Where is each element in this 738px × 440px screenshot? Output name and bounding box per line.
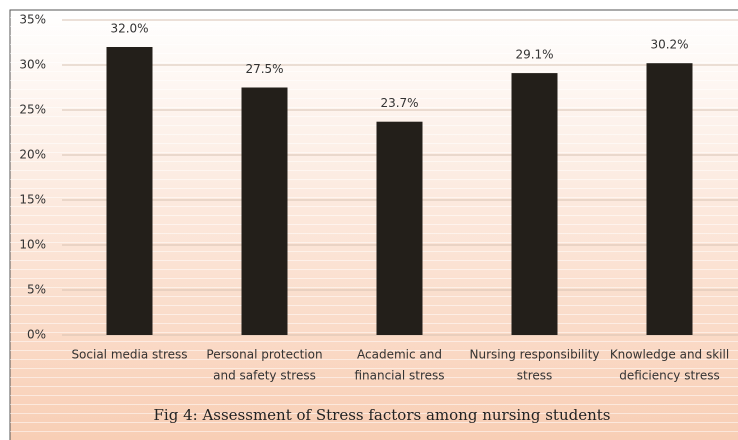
data-label: 30.2% [650,38,688,52]
x-tick-label: stress [517,369,553,383]
bar [241,87,288,335]
x-tick-label: Nursing responsibility [469,348,599,362]
x-tick-label: Personal protection [206,348,322,362]
bar [646,63,693,335]
y-tick-label: 25% [19,103,46,117]
data-label: 23.7% [380,96,418,110]
y-tick-label: 20% [19,148,46,162]
bar [511,73,558,335]
data-label: 27.5% [245,62,283,76]
y-tick-label: 0% [27,328,46,342]
y-tick-label: 15% [19,193,46,207]
chart-title: Fig 4: Assessment of Stress factors amon… [154,406,611,424]
y-tick-label: 30% [19,58,46,72]
bar [106,47,153,335]
data-label: 29.1% [515,48,553,62]
x-tick-label: deficiency stress [619,369,720,383]
y-tick-label: 35% [19,13,46,27]
x-tick-label: financial stress [354,369,444,383]
x-tick-label: Knowledge and skill [610,348,729,362]
x-tick-label: Academic and [357,348,442,362]
y-tick-label: 5% [27,283,46,297]
x-tick-label: Social media stress [71,348,187,362]
y-tick-label: 10% [19,238,46,252]
x-tick-label: and safety stress [213,369,316,383]
bar [376,121,423,335]
data-label: 32.0% [110,22,148,36]
